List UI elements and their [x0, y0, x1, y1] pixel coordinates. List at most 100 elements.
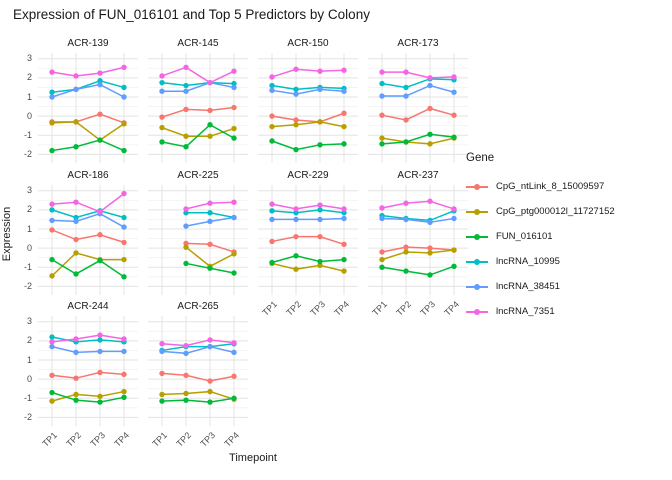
point-lncRNA_10995 — [159, 79, 165, 86]
point-lncRNA_7351 — [379, 69, 385, 75]
y-tick-label: 0 — [26, 110, 32, 121]
point-lncRNA_7351 — [207, 337, 213, 343]
point-CpG_ptg000012l_11727152 — [73, 391, 79, 398]
line-lncRNA_7351 — [382, 71, 455, 79]
x-tick-label: TP3 — [418, 299, 438, 318]
facet-panel-ACR-265 — [148, 316, 248, 426]
legend: Gene CpG_ntLink_8_15009597 CpG_ptg000012l… — [466, 152, 615, 324]
y-tick-label: -1 — [23, 129, 32, 140]
point-lncRNA_7351 — [121, 190, 127, 197]
point-CpG_ptg000012l_11727152 — [73, 119, 79, 125]
facet-strip-ACR-265: ACR-265 — [177, 301, 219, 312]
point-lncRNA_38451 — [427, 219, 433, 226]
line-CpG_ntLink_8_15009597 — [52, 113, 125, 124]
point-lncRNA_10995 — [231, 80, 237, 87]
point-CpG_ntLink_8_15009597 — [427, 245, 433, 251]
line-lncRNA_10995 — [271, 209, 345, 214]
point-lncRNA_10995 — [49, 334, 55, 340]
point-FUN_016101 — [121, 274, 127, 280]
point-lncRNA_38451 — [379, 93, 385, 99]
point-lncRNA_38451 — [159, 88, 165, 94]
point-FUN_016101 — [269, 138, 275, 144]
line-lncRNA_38451 — [161, 345, 235, 355]
line-lncRNA_7351 — [271, 68, 345, 78]
point-FUN_016101 — [73, 397, 79, 403]
point-CpG_ntLink_8_15009597 — [207, 241, 213, 248]
point-CpG_ntLink_8_15009597 — [427, 105, 433, 112]
point-lncRNA_7351 — [207, 200, 213, 206]
point-FUN_016101 — [231, 270, 237, 276]
point-lncRNA_7351 — [73, 336, 79, 342]
y-tick-label: 0 — [26, 373, 32, 384]
point-lncRNA_7351 — [207, 79, 213, 86]
point-CpG_ntLink_8_15009597 — [97, 232, 103, 238]
facet-panel-ACR-186 — [38, 185, 138, 295]
x-tick-label: TP2 — [64, 430, 84, 449]
point-CpG_ntLink_8_15009597 — [293, 233, 299, 240]
point-CpG_ntLink_8_15009597 — [317, 233, 323, 240]
point-FUN_016101 — [231, 395, 237, 401]
point-lncRNA_7351 — [159, 341, 165, 347]
point-lncRNA_7351 — [317, 202, 323, 208]
point-CpG_ntLink_8_15009597 — [97, 111, 103, 117]
point-FUN_016101 — [121, 394, 127, 401]
legend-label: CpG_ntLink_8_15009597 — [496, 181, 605, 192]
point-CpG_ptg000012l_11727152 — [341, 268, 347, 274]
legend-item-CpG_ptg000012l_11727152: CpG_ptg000012l_11727152 — [466, 199, 615, 224]
point-FUN_016101 — [317, 258, 323, 265]
point-lncRNA_7351 — [427, 75, 433, 81]
point-FUN_016101 — [293, 146, 299, 153]
x-tick-label: TP1 — [40, 430, 60, 449]
legend-label: lncRNA_7351 — [496, 306, 555, 317]
point-lncRNA_7351 — [97, 70, 103, 76]
point-lncRNA_38451 — [231, 84, 237, 91]
facet-strip-ACR-186: ACR-186 — [67, 170, 109, 181]
facet-panel-ACR-229 — [258, 185, 358, 295]
point-CpG_ntLink_8_15009597 — [183, 240, 189, 247]
point-lncRNA_38451 — [73, 218, 79, 225]
point-lncRNA_38451 — [231, 214, 237, 221]
point-lncRNA_10995 — [121, 84, 127, 91]
point-lncRNA_7351 — [451, 206, 457, 212]
line-lncRNA_7351 — [51, 334, 125, 343]
point-CpG_ptg000012l_11727152 — [183, 133, 189, 139]
line-lncRNA_38451 — [51, 345, 124, 354]
point-FUN_016101 — [403, 139, 409, 145]
legend-key-icon — [466, 282, 488, 292]
point-lncRNA_7351 — [317, 68, 323, 74]
point-CpG_ntLink_8_15009597 — [207, 107, 213, 114]
plot-title: Expression of FUN_016101 and Top 5 Predi… — [13, 7, 370, 22]
point-lncRNA_10995 — [97, 337, 103, 343]
point-lncRNA_38451 — [427, 82, 433, 89]
point-lncRNA_38451 — [451, 215, 457, 222]
legend-item-lncRNA_10995: lncRNA_10995 — [466, 249, 615, 274]
legend-label: lncRNA_10995 — [496, 256, 560, 267]
line-lncRNA_38451 — [272, 217, 345, 221]
x-tick-label: TP4 — [112, 430, 132, 449]
point-lncRNA_7351 — [97, 209, 103, 215]
line-FUN_016101 — [271, 255, 345, 264]
line-CpG_ntLink_8_15009597 — [161, 372, 235, 382]
line-CpG_ptg000012l_11727152 — [381, 249, 455, 261]
point-FUN_016101 — [73, 144, 79, 150]
point-lncRNA_7351 — [403, 200, 409, 206]
point-lncRNA_38451 — [293, 91, 299, 97]
point-lncRNA_10995 — [379, 80, 385, 87]
legend-item-lncRNA_7351: lncRNA_7351 — [466, 299, 615, 324]
line-CpG_ntLink_8_15009597 — [271, 112, 345, 123]
point-lncRNA_7351 — [293, 206, 299, 212]
point-FUN_016101 — [427, 131, 433, 138]
y-tick-label: -1 — [23, 261, 32, 272]
point-lncRNA_38451 — [207, 218, 213, 225]
line-lncRNA_38451 — [381, 217, 455, 224]
line-CpG_ntLink_8_15009597 — [271, 235, 345, 246]
point-CpG_ntLink_8_15009597 — [121, 239, 127, 246]
point-lncRNA_38451 — [49, 94, 55, 100]
point-lncRNA_10995 — [183, 210, 189, 216]
point-FUN_016101 — [293, 253, 299, 259]
point-lncRNA_38451 — [293, 216, 299, 223]
facet-panel-ACR-150 — [258, 53, 358, 163]
point-FUN_016101 — [379, 264, 385, 270]
point-lncRNA_7351 — [73, 73, 79, 79]
